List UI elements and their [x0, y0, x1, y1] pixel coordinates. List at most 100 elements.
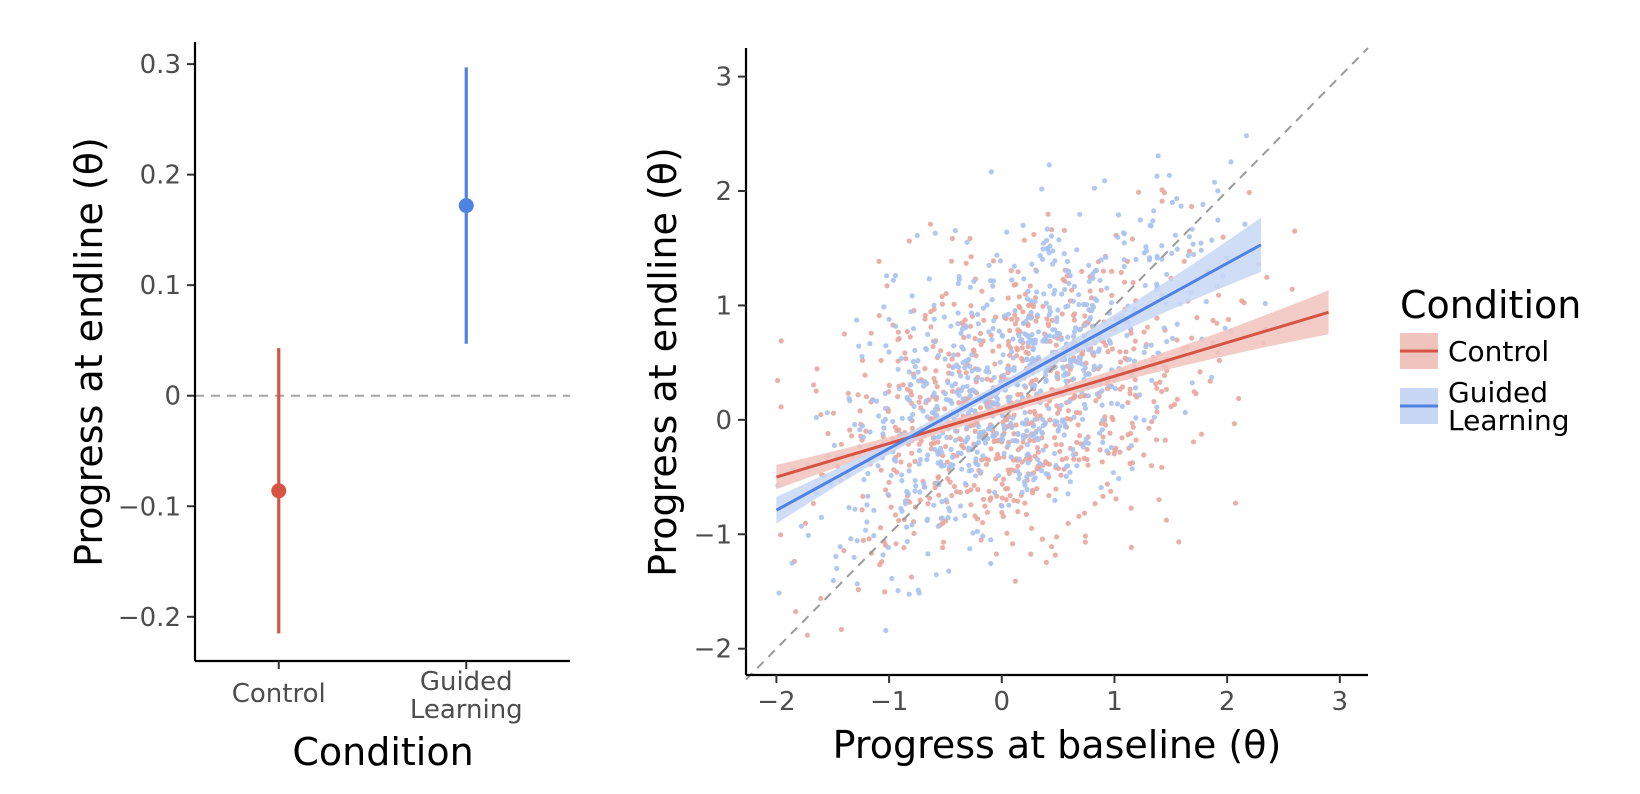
scatter-point: [1076, 292, 1082, 298]
scatter-point: [1071, 333, 1077, 339]
scatter-point: [1025, 314, 1031, 321]
scatter-point: [1141, 329, 1147, 335]
scatter-point: [1082, 405, 1089, 411]
scatter-point: [1034, 486, 1040, 492]
scatter-point: [1031, 477, 1037, 483]
scatter-point: [1043, 443, 1049, 449]
scatter-point: [975, 321, 982, 327]
scatter-point: [951, 301, 957, 307]
scatter-point: [1069, 287, 1075, 293]
scatter-point: [964, 239, 970, 245]
scatter-point: [898, 355, 904, 361]
scatter-point: [888, 504, 894, 510]
scatter-point: [906, 369, 912, 375]
scatter-point: [1043, 377, 1049, 383]
left-x-tick-label-line: Control: [232, 679, 326, 709]
scatter-point: [959, 442, 965, 448]
scatter-point: [970, 387, 976, 393]
scatter-point: [834, 565, 840, 572]
scatter-point: [964, 489, 971, 495]
scatter-point: [1289, 286, 1295, 292]
scatter-point: [1198, 240, 1204, 246]
scatter-point: [943, 497, 949, 503]
scatter-point: [886, 382, 892, 388]
scatter-point: [1137, 392, 1143, 398]
scatter-point: [1141, 349, 1147, 356]
scatter-point: [1004, 530, 1010, 536]
scatter-point: [1032, 298, 1038, 305]
scatter-point: [954, 389, 960, 395]
scatter-point: [1096, 430, 1103, 436]
scatter-point: [1131, 346, 1137, 352]
scatter-point: [837, 544, 843, 550]
scatter-point: [947, 464, 953, 470]
scatter-point: [955, 310, 961, 316]
scatter-point: [944, 459, 950, 465]
scatter-point: [996, 343, 1002, 349]
scatter-point: [949, 356, 955, 362]
scatter-point: [1262, 300, 1268, 306]
scatter-point: [1163, 517, 1169, 523]
pointrange-panel: −0.2 −0.1 0 0.1 0.2 0.3 Control Guided Learning…: [67, 42, 570, 774]
scatter-point: [937, 445, 944, 451]
scatter-point: [949, 388, 956, 394]
scatter-point: [977, 337, 983, 344]
scatter-point: [1040, 256, 1046, 262]
scatter-point: [890, 418, 896, 425]
scatter-point: [1012, 308, 1018, 314]
scatter-point: [1025, 322, 1031, 329]
scatter-point: [999, 436, 1005, 442]
scatter-point: [849, 433, 855, 439]
scatter-point: [974, 528, 981, 534]
scatter-point: [1105, 349, 1111, 355]
scatter-point: [1150, 218, 1156, 224]
scatter-point: [960, 384, 966, 390]
scatter-point: [917, 497, 923, 503]
scatter-point: [1143, 344, 1149, 350]
scatter-point: [962, 513, 968, 519]
scatter-point: [1059, 311, 1065, 317]
scatter-point: [997, 359, 1003, 365]
scatter-point: [1159, 198, 1165, 204]
scatter-point: [968, 254, 974, 260]
scatter-point: [911, 326, 917, 332]
scatter-point: [1203, 299, 1209, 305]
scatter-point: [1055, 307, 1061, 313]
right-y-tick-label: 3: [715, 63, 732, 93]
left-y-axis-title-text: Progress at endline (θ): [67, 137, 111, 567]
scatter-point: [789, 560, 795, 566]
scatter-point: [1038, 468, 1045, 474]
scatter-point: [1010, 336, 1016, 342]
scatter-point: [1027, 409, 1033, 415]
scatter-point: [1035, 329, 1042, 335]
scatter-point: [810, 500, 817, 507]
scatter-point: [1015, 392, 1021, 398]
scatter-point: [1022, 482, 1028, 488]
scatter-point: [1129, 466, 1135, 472]
scatter-point: [908, 309, 914, 315]
scatter-point: [859, 353, 865, 360]
scatter-point: [896, 452, 902, 458]
scatter-point: [1215, 188, 1221, 194]
scatter-point: [1181, 258, 1187, 264]
scatter-point: [1001, 426, 1008, 432]
scatter-point: [1232, 500, 1239, 506]
scatter-point: [1055, 427, 1061, 433]
scatter-point: [1115, 234, 1121, 240]
scatter-point: [1040, 303, 1046, 309]
scatter-point: [838, 441, 845, 447]
scatter-point: [989, 337, 995, 343]
scatter-point: [964, 383, 970, 389]
scatter-point: [805, 532, 811, 539]
scatter-point: [1063, 372, 1069, 378]
scatter-point: [911, 403, 917, 409]
right-y-tick-label: −1: [694, 520, 732, 550]
scatter-point: [986, 262, 992, 268]
scatter-point: [1185, 252, 1191, 259]
scatter-point: [1031, 231, 1037, 238]
right-y-tick-label: 0: [715, 406, 732, 436]
scatter-point: [999, 495, 1005, 501]
scatter-point: [953, 428, 959, 434]
scatter-point: [1127, 390, 1133, 397]
scatter-point: [880, 431, 886, 437]
